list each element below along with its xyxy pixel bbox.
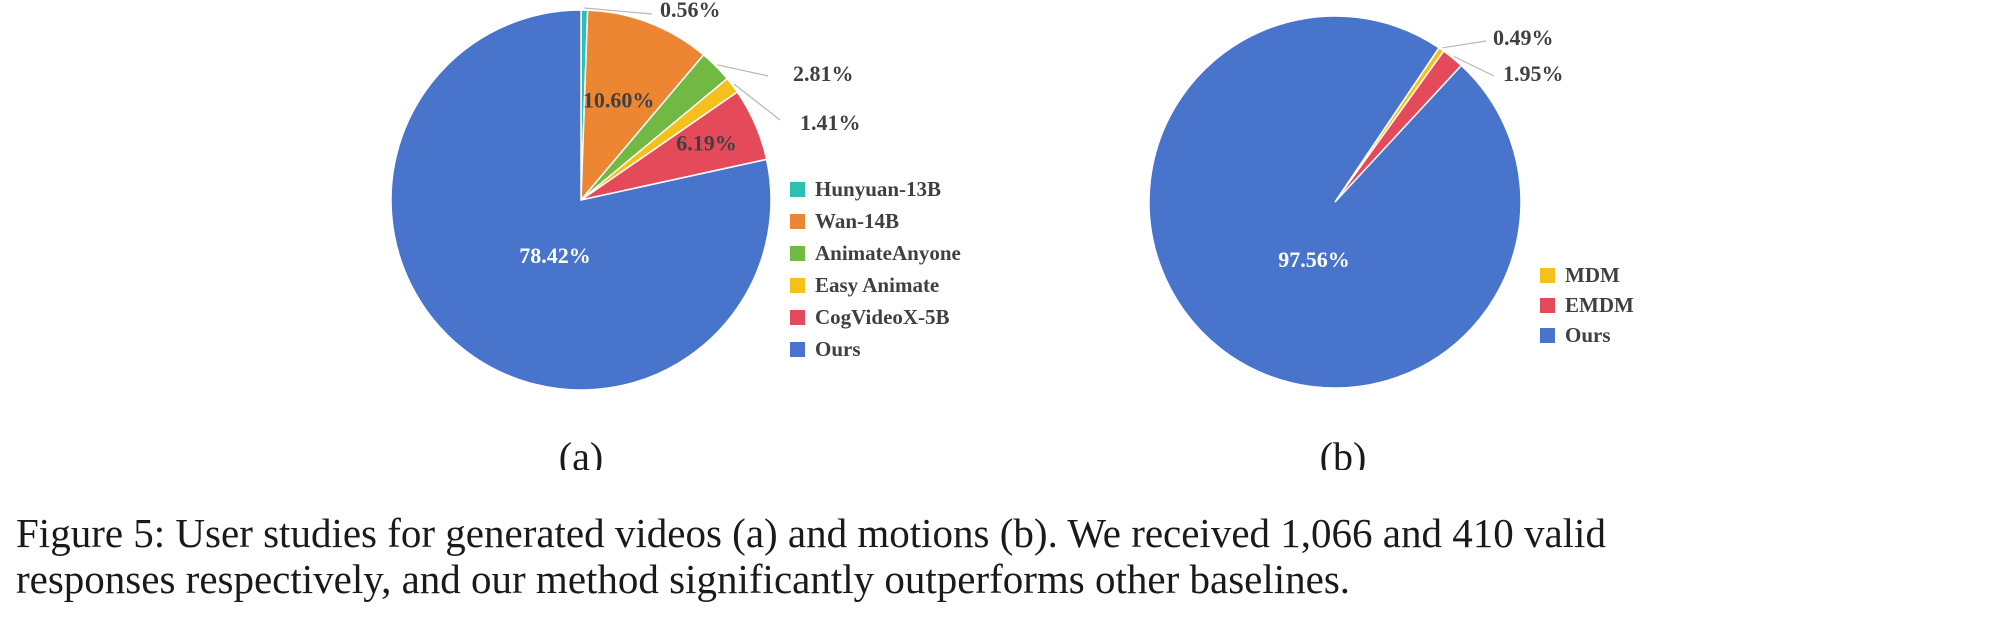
figure-caption: Figure 5: User studies for generated vid…: [16, 510, 1991, 602]
legend-a-swatch-wan-14b: [790, 214, 805, 229]
legend-b-swatch-emdm: [1540, 298, 1555, 313]
pie-chart-a: 0.56% 10.60% 2.81% 1.41% 6.19% 78.42%: [390, 0, 861, 391]
pie-a-value-label-wan-14b: 10.60%: [583, 88, 655, 113]
pie-b-value-label-ours: 97.56%: [1278, 247, 1350, 272]
panel-label-a: (a): [559, 434, 603, 470]
panel-label-b: (b): [1320, 434, 1367, 470]
legend-a-swatch-ours: [790, 342, 805, 357]
pie-a-value-label-cogvideox-5b: 6.19%: [676, 131, 737, 156]
pie-b-leader-emdm: [1453, 55, 1495, 77]
legend-b-label-mdm: MDM: [1565, 263, 1620, 287]
legend-b-swatch-ours: [1540, 328, 1555, 343]
pie-a-value-label-ours: 78.42%: [519, 243, 591, 268]
pie-b-value-label-emdm: 1.95%: [1503, 61, 1564, 86]
pie-a-slice-wan-14b: [580, 9, 705, 203]
legend-b-swatch-mdm: [1540, 268, 1555, 283]
caption-line-2: responses respectively, and our method s…: [16, 556, 1351, 602]
legend-a-label-hunyuan-13b: Hunyuan-13B: [815, 177, 941, 201]
caption-line-1: Figure 5: User studies for generated vid…: [16, 510, 1606, 556]
pie-b-slice-ours: [1148, 15, 1522, 389]
figure-canvas: 0.56% 10.60% 2.81% 1.41% 6.19% 78.42% Hunyuan…: [390, 0, 1634, 470]
pie-a-value-label-animateanyone: 2.81%: [793, 61, 854, 86]
pie-a-leader-animateanyone: [717, 64, 769, 77]
pie-chart-b: 0.49% 1.95% 97.56%: [1148, 15, 1564, 389]
legend-a-swatch-cogvideox-5b: [790, 310, 805, 325]
legend-a-label-ours: Ours: [815, 337, 861, 361]
legend-a: Hunyuan-13B Wan-14B AnimateAnyone Easy Anim…: [790, 177, 961, 361]
legend-b-label-ours: Ours: [1565, 323, 1611, 347]
pie-b-leader-mdm: [1442, 40, 1487, 49]
legend-a-swatch-easy-animate: [790, 278, 805, 293]
legend-a-swatch-animateanyone: [790, 246, 805, 261]
pie-a-slice-ours: [390, 9, 772, 391]
legend-a-label-cogvideox-5b: CogVideoX-5B: [815, 305, 950, 329]
legend-a-swatch-hunyuan-13b: [790, 182, 805, 197]
pie-a-value-label-hunyuan-13b: 0.56%: [660, 0, 721, 22]
legend-b: MDM EMDM Ours: [1540, 263, 1634, 347]
legend-a-label-wan-14b: Wan-14B: [815, 209, 899, 233]
pie-a-leader-easy-animate: [733, 83, 781, 121]
legend-a-label-easy-animate: Easy Animate: [815, 273, 939, 297]
legend-b-label-emdm: EMDM: [1565, 293, 1634, 317]
pie-b-value-label-mdm: 0.49%: [1493, 25, 1554, 50]
pie-a-leader-hunyuan-13b: [584, 7, 653, 15]
pie-a-value-label-easy-animate: 1.41%: [800, 110, 861, 135]
legend-a-label-animateanyone: AnimateAnyone: [815, 241, 961, 265]
